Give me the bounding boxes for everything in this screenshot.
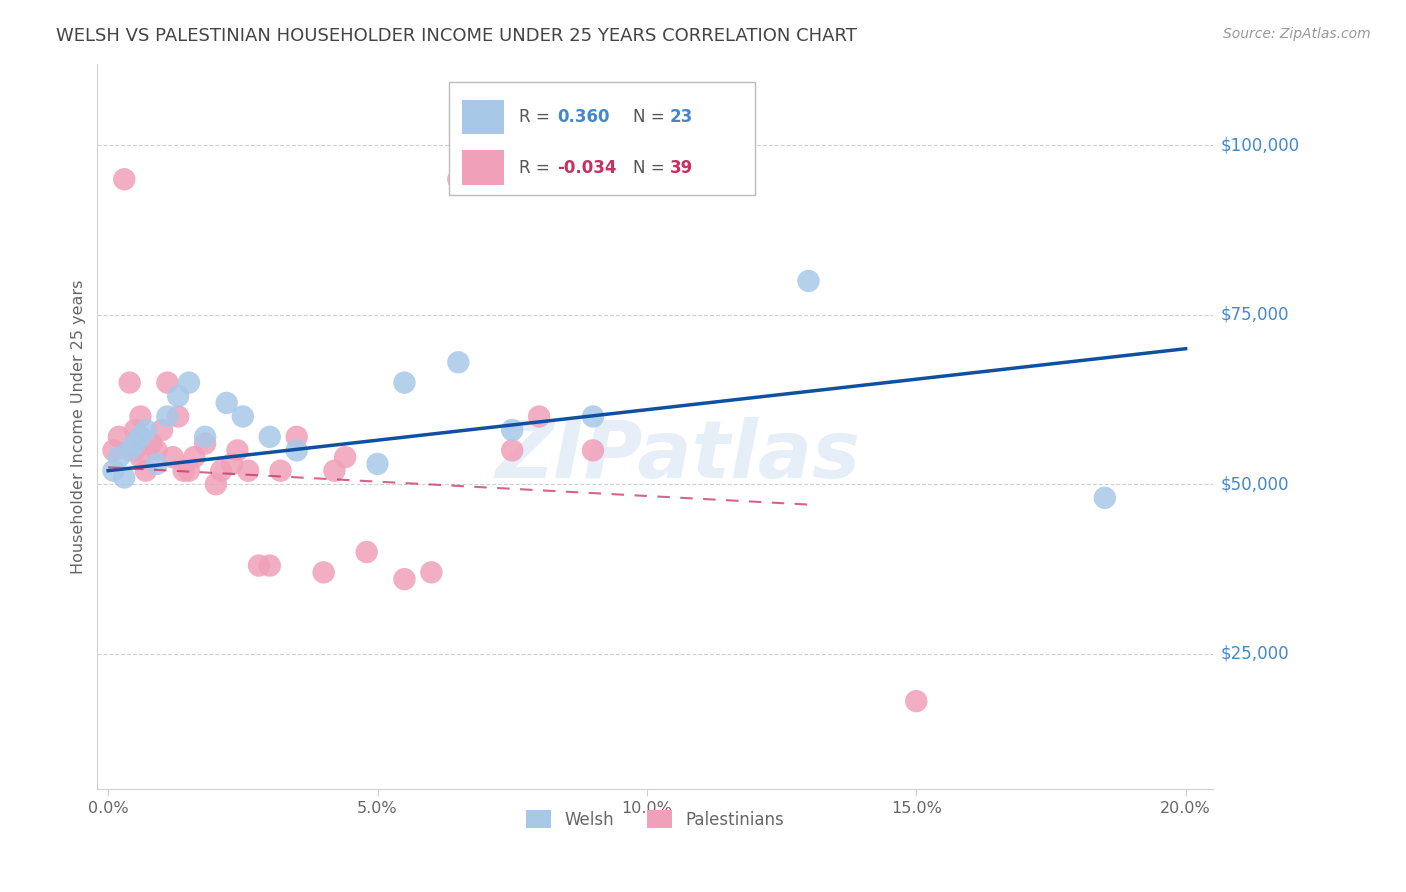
- Text: -0.034: -0.034: [557, 159, 616, 177]
- Point: [167, 409, 190, 424]
- Point: [582, 409, 605, 424]
- Point: [232, 409, 254, 424]
- Point: [156, 376, 179, 390]
- Point: [312, 566, 335, 580]
- Point: [285, 443, 308, 458]
- Point: [356, 545, 378, 559]
- Point: [582, 443, 605, 458]
- Y-axis label: Householder Income Under 25 years: Householder Income Under 25 years: [72, 279, 86, 574]
- FancyBboxPatch shape: [449, 82, 755, 194]
- Point: [447, 355, 470, 369]
- Point: [129, 430, 152, 444]
- Point: [162, 450, 184, 464]
- Point: [118, 376, 141, 390]
- Point: [366, 457, 388, 471]
- Point: [112, 470, 135, 484]
- Point: [118, 443, 141, 458]
- Point: [527, 409, 550, 424]
- Point: [135, 423, 157, 437]
- Point: [215, 396, 238, 410]
- Text: 0.360: 0.360: [557, 108, 609, 126]
- Point: [194, 436, 217, 450]
- Point: [112, 172, 135, 186]
- Point: [194, 430, 217, 444]
- Text: N =: N =: [633, 108, 669, 126]
- Point: [156, 409, 179, 424]
- Point: [285, 430, 308, 444]
- Text: $50,000: $50,000: [1220, 475, 1289, 493]
- Point: [129, 409, 152, 424]
- Point: [177, 464, 200, 478]
- Point: [323, 464, 346, 478]
- Point: [221, 457, 243, 471]
- Point: [394, 376, 416, 390]
- Point: [1094, 491, 1116, 505]
- Point: [394, 572, 416, 586]
- Point: [259, 430, 281, 444]
- Point: [124, 423, 146, 437]
- Point: [226, 443, 249, 458]
- Point: [103, 443, 125, 458]
- Point: [108, 430, 131, 444]
- Legend: Welsh, Palestinians: Welsh, Palestinians: [519, 804, 790, 835]
- Text: 39: 39: [669, 159, 693, 177]
- Point: [103, 464, 125, 478]
- Point: [141, 436, 163, 450]
- Point: [501, 443, 523, 458]
- Point: [205, 477, 228, 491]
- Point: [124, 436, 146, 450]
- Point: [167, 389, 190, 403]
- Point: [183, 450, 205, 464]
- Point: [420, 566, 443, 580]
- Point: [124, 443, 146, 458]
- Text: R =: R =: [519, 108, 555, 126]
- Text: WELSH VS PALESTINIAN HOUSEHOLDER INCOME UNDER 25 YEARS CORRELATION CHART: WELSH VS PALESTINIAN HOUSEHOLDER INCOME …: [56, 27, 858, 45]
- Point: [259, 558, 281, 573]
- Point: [238, 464, 260, 478]
- Point: [150, 423, 173, 437]
- Text: N =: N =: [633, 159, 669, 177]
- Point: [335, 450, 357, 464]
- Point: [905, 694, 928, 708]
- Point: [209, 464, 232, 478]
- Point: [501, 423, 523, 437]
- Point: [177, 376, 200, 390]
- Point: [135, 464, 157, 478]
- Point: [270, 464, 292, 478]
- Point: [145, 443, 167, 458]
- Point: [145, 457, 167, 471]
- Text: $100,000: $100,000: [1220, 136, 1299, 154]
- Text: R =: R =: [519, 159, 555, 177]
- Text: ZIPatlas: ZIPatlas: [495, 417, 860, 495]
- Point: [173, 464, 195, 478]
- FancyBboxPatch shape: [463, 151, 505, 186]
- Point: [247, 558, 270, 573]
- Point: [447, 172, 470, 186]
- Text: $25,000: $25,000: [1220, 645, 1289, 663]
- Text: 23: 23: [669, 108, 693, 126]
- FancyBboxPatch shape: [463, 100, 505, 135]
- Point: [129, 450, 152, 464]
- Text: $75,000: $75,000: [1220, 306, 1289, 324]
- Point: [797, 274, 820, 288]
- Point: [108, 450, 131, 464]
- Text: Source: ZipAtlas.com: Source: ZipAtlas.com: [1223, 27, 1371, 41]
